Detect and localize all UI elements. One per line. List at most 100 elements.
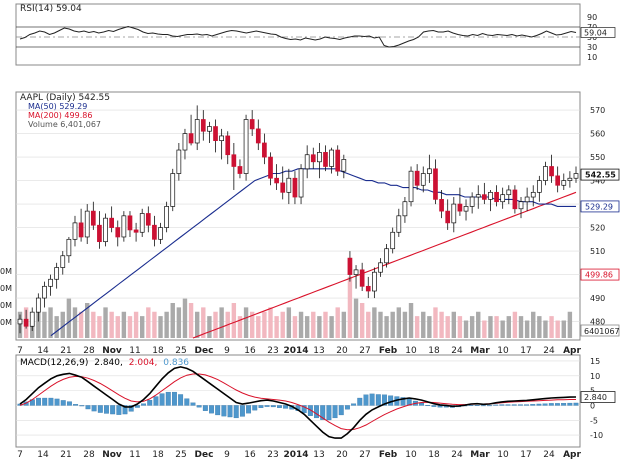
macd-histogram-bar (468, 405, 474, 406)
volume-bar (421, 311, 426, 338)
macd-histogram-bar (184, 398, 190, 406)
volume-bar (433, 307, 438, 338)
macd-histogram-bar (42, 397, 48, 406)
macd-histogram-bar (505, 404, 511, 406)
candle-body (274, 177, 279, 184)
volume-bar (262, 311, 267, 338)
macd-histogram-bar (141, 403, 147, 406)
price-tick-label: 520 (590, 224, 605, 233)
candle-body (390, 231, 396, 250)
candle-body (329, 149, 334, 167)
x-tick-label-macd: Nov (102, 450, 122, 460)
volume-bar (500, 320, 505, 338)
macd-histogram-bar (36, 397, 41, 406)
x-tick-label-macd: Apr (563, 450, 581, 460)
candle-body (475, 194, 481, 198)
macd-histogram-bar (332, 405, 338, 419)
macd-histogram-bar (283, 405, 289, 409)
macd-histogram-bar (536, 403, 542, 406)
volume-bar (292, 316, 298, 338)
macd-histogram-bar (246, 405, 252, 414)
candle-body (427, 168, 432, 174)
volume-bar (335, 307, 340, 338)
volume-bar (555, 320, 560, 338)
candle-body (268, 156, 273, 179)
volume-bar (256, 316, 261, 338)
candle-body (262, 142, 267, 158)
candle-body (182, 133, 188, 151)
x-tick-label-price: Feb (379, 346, 398, 356)
candle-body (482, 194, 487, 200)
macd-legend: MACD(12,26,9) 2.840, 2.004, 0.836 (20, 358, 189, 368)
macd-histogram-bar (153, 396, 159, 406)
x-tick-label-price: 9 (224, 346, 230, 356)
x-tick-label-macd: 24 (543, 450, 555, 460)
candle-body (457, 203, 463, 212)
volume-bar (561, 320, 566, 338)
candle-body (433, 168, 438, 200)
macd-histogram-bar (73, 404, 79, 406)
candle-body (249, 119, 255, 130)
volume-bar (115, 316, 120, 338)
candle-body (35, 297, 41, 313)
candle-body (72, 222, 78, 240)
volume-bar (109, 311, 114, 338)
volume-bar (494, 316, 499, 338)
macd-histogram-bar (357, 397, 363, 406)
volume-bar (439, 311, 444, 338)
macd-histogram-bar (79, 405, 85, 407)
volume-bar (60, 311, 65, 338)
price-legend-title: AAPL (Daily) 542.55 (20, 93, 110, 103)
macd-legend-prefix: MACD(12,26,9) (20, 358, 88, 368)
candle-body (42, 285, 47, 299)
macd-tick-label: -10 (590, 431, 603, 440)
candle-body (280, 182, 286, 193)
candle-body (347, 257, 353, 275)
rsi-panel-frame (15, 3, 581, 66)
candle-body (378, 262, 383, 273)
x-tick-label-price: 14 (37, 346, 49, 356)
volume-bar (463, 320, 469, 338)
candle-body (573, 173, 579, 179)
candle-body (194, 119, 200, 144)
volume-bar (451, 311, 457, 338)
macd-value-tag-box (580, 391, 616, 403)
macd-histogram-bar (487, 405, 492, 407)
volume-bar (390, 311, 395, 338)
x-tick-label-macd: 2014 (283, 450, 308, 460)
macd-histogram-bar (400, 397, 406, 406)
x-tick-label-macd: 16 (244, 450, 256, 460)
macd-histogram-bar (258, 405, 264, 408)
macd-histogram-bar (227, 405, 233, 418)
ma50-tag-box (580, 200, 620, 213)
ma200-legend: MA(200) 499.86 (28, 111, 92, 120)
macd-legend-signal: 2.004, (129, 358, 158, 368)
volume-bar (408, 303, 414, 338)
candle-body (310, 154, 316, 163)
macd-histogram-bar (307, 405, 313, 416)
x-tick-label-price: Mar (470, 346, 490, 356)
macd-tick-label: 5 (590, 387, 595, 396)
candle-body (512, 189, 518, 210)
x-tick-label-macd: 11 (129, 450, 140, 460)
candle-body (115, 227, 121, 238)
ma200-tag: 499.86 (585, 271, 613, 280)
macd-histogram-bar (128, 405, 134, 412)
x-tick-label-macd: 14 (37, 450, 49, 460)
candle-body (231, 154, 237, 167)
volume-bar (543, 320, 548, 338)
price-tick-label: 550 (590, 153, 605, 162)
macd-panel: 15 10 5 0 -5 -10 2.840 (16, 357, 616, 440)
rsi-value-tag: 59.04 (584, 29, 607, 38)
macd-histogram-bar (493, 404, 499, 406)
x-tick-label-price: 24 (451, 346, 463, 356)
macd-histogram-bar (171, 391, 177, 406)
x-tick-label-price: 25 (175, 346, 186, 356)
volume-bar (476, 311, 481, 338)
candle-body (384, 248, 389, 264)
volume-bar (97, 316, 102, 338)
volume-bar (194, 311, 200, 338)
price-tick-label: 490 (590, 294, 605, 303)
x-tick-label-macd: 10 (405, 450, 417, 460)
